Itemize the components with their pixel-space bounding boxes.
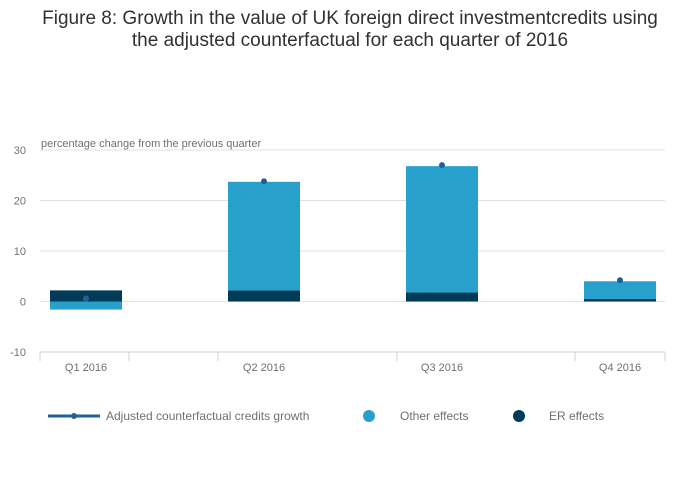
y-axis-label: percentage change from the previous quar… (41, 138, 261, 150)
legend: Adjusted counterfactual credits growth Ot… (48, 409, 604, 423)
legend-dot-er-effects (513, 410, 525, 422)
bar-er-effects-q2-2016 (228, 290, 300, 302)
bar-er-effects-q3-2016 (406, 292, 478, 302)
y-tick-label: 20 (14, 196, 26, 208)
bar-other-effects-q1-2016 (50, 301, 122, 310)
bars (50, 166, 656, 310)
legend-label: Other effects (400, 409, 468, 423)
chart-title: Figure 8: Growth in the value of UK fore… (0, 8, 700, 52)
y-tick-label: 0 (20, 297, 26, 309)
bar-er-effects-q4-2016 (584, 298, 656, 302)
markers (83, 162, 623, 302)
marker-point (439, 162, 445, 169)
x-tick-label: Q1 2016 (65, 362, 107, 374)
x-tick-label: Q2 2016 (243, 362, 285, 374)
legend-line-marker (71, 413, 77, 419)
marker-point (261, 178, 267, 185)
legend-label: ER effects (549, 409, 604, 423)
chart-title-line-2: the adjusted counterfactual for each qua… (131, 30, 569, 51)
marker-point (83, 295, 89, 302)
x-tick-label: Q3 2016 (421, 362, 463, 374)
y-tick-label: 30 (14, 145, 26, 157)
chart-title-line-1: Figure 8: Growth in the value of UK fore… (42, 8, 658, 29)
legend-label: Adjusted counterfactual credits growth (106, 409, 309, 423)
bar-other-effects-q3-2016 (406, 166, 478, 293)
legend-dot-other-effects (363, 410, 375, 422)
gridlines (40, 149, 665, 353)
y-axis-ticks: -10 0 10 20 30 (10, 145, 26, 359)
marker-point (617, 277, 623, 284)
y-tick-label: -10 (10, 347, 26, 359)
bar-other-effects-q2-2016 (228, 181, 300, 291)
x-axis: Q1 2016 Q2 2016 Q3 2016 Q4 2016 (39, 351, 666, 374)
bar-other-effects-q4-2016 (584, 281, 656, 299)
y-tick-label: 10 (14, 246, 26, 258)
x-tick-label: Q4 2016 (599, 362, 641, 374)
